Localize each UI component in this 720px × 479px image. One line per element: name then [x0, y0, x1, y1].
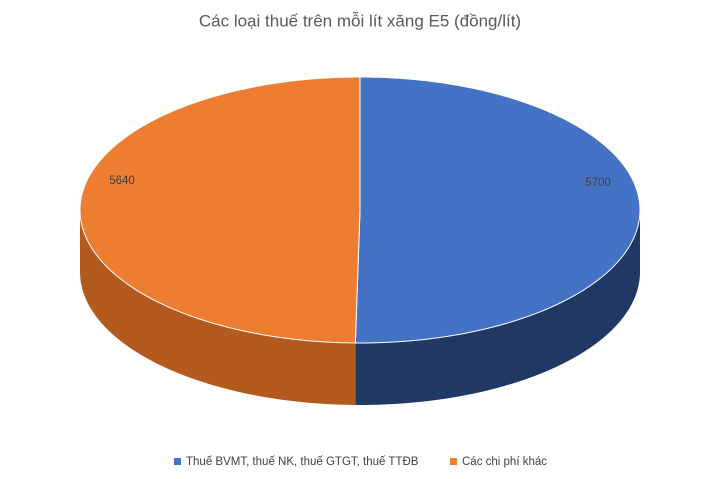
- legend: Thuế BVMT, thuế NK, thuế GTGT, thuế TTĐB…: [174, 456, 547, 468]
- slice-side: [355, 210, 640, 405]
- slice: [79, 76, 361, 344]
- legend-label: Các chi phí khác: [462, 456, 547, 468]
- data-label: 5700: [585, 177, 611, 189]
- chart-title: Các loại thuế trên mỗi lít xăng E5 (đồng…: [199, 11, 521, 30]
- legend-swatch: [450, 458, 457, 465]
- legend-swatch: [174, 458, 181, 465]
- slice-side: [80, 210, 356, 405]
- data-label: 5640: [109, 175, 135, 187]
- slice: [354, 76, 641, 344]
- legend-label: Thuế BVMT, thuế NK, thuế GTGT, thuế TTĐB: [186, 456, 419, 468]
